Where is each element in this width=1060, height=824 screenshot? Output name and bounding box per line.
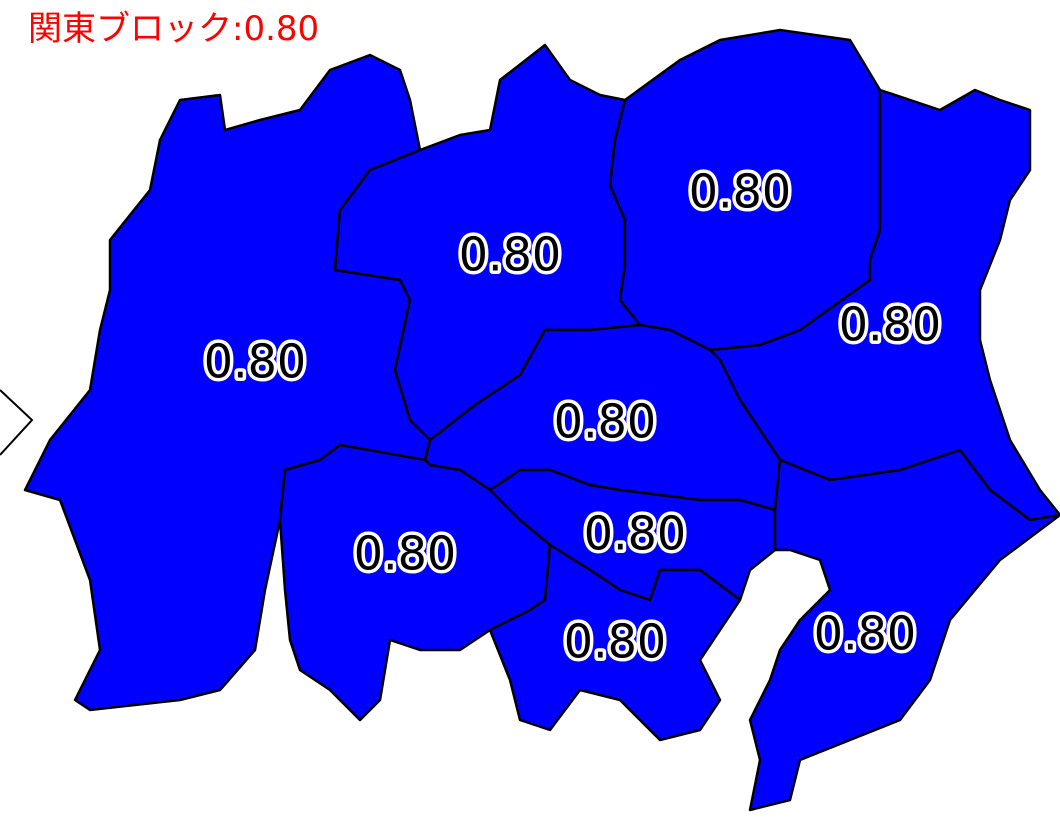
- region-labels: 0.80 0.80 0.80 0.80 0.80 0.80 0.80 0.80 0.80: [200, 161, 944, 672]
- regions: [23, 28, 1060, 812]
- region-label: 0.80: [354, 527, 456, 581]
- region-label: 0.80: [839, 298, 941, 352]
- region-label: 0.80: [459, 228, 561, 282]
- region-label: 0.80: [204, 335, 306, 389]
- region-label: 0.80: [584, 507, 686, 561]
- region: [748, 448, 1060, 812]
- chevron[interactable]: [0, 389, 34, 456]
- region-label: 0.80: [554, 395, 656, 449]
- region-label: 0.80: [689, 165, 791, 219]
- region: [488, 543, 742, 742]
- region-label: 0.80: [564, 615, 666, 669]
- region-label: 0.80: [814, 607, 916, 661]
- map-title: 関東ブロック:0.80: [28, 9, 319, 49]
